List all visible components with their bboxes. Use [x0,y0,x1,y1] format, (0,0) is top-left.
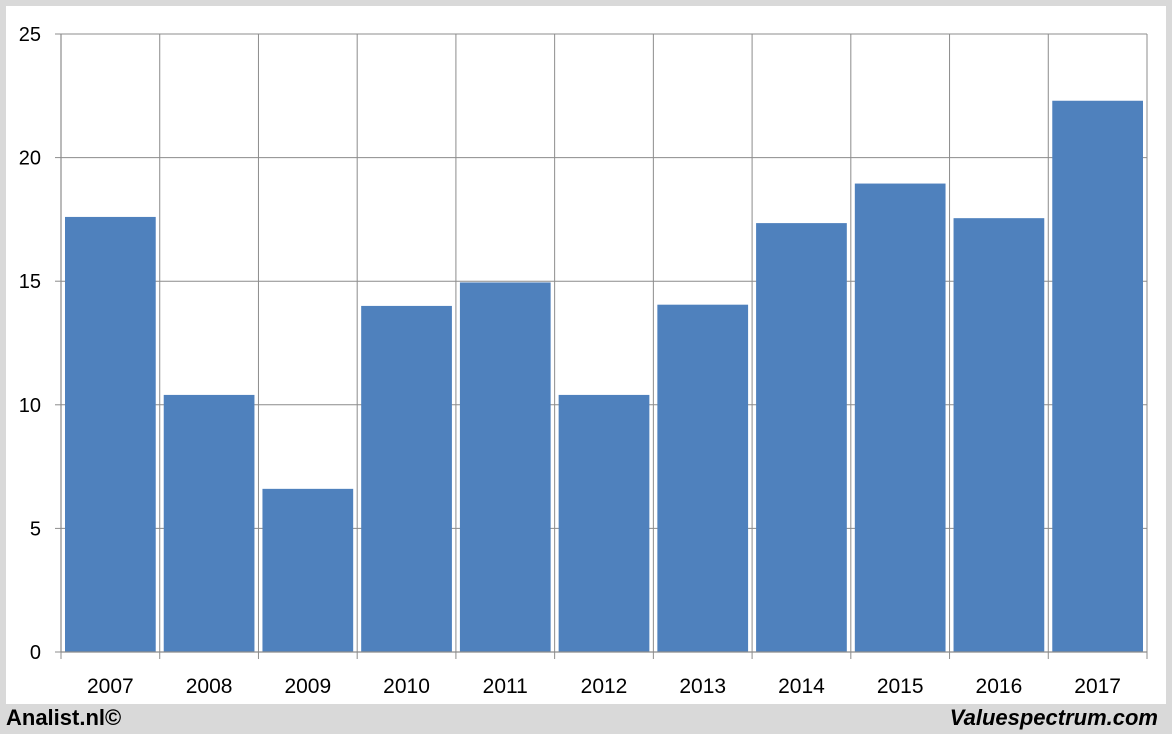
y-tick-label: 0 [30,642,41,664]
bar-2010 [361,305,452,652]
bar-2016 [953,218,1045,652]
y-tick-label: 5 [30,518,41,540]
bar-2014 [756,223,847,652]
x-tick-label: 2014 [778,675,825,698]
bar-2013 [657,304,749,652]
x-tick-label: 2016 [976,675,1023,698]
bar-2017 [1052,100,1143,652]
y-tick-label: 25 [19,24,41,46]
x-tick-label: 2017 [1074,675,1121,698]
bar-2007 [65,216,156,653]
bar-2009 [262,488,354,652]
bar-2012 [558,394,650,652]
bar-2008 [163,394,255,652]
source-label-analist: Analist.nl© [6,705,122,730]
x-tick-label: 2007 [87,675,134,698]
x-tick-label: 2013 [679,675,726,698]
source-label-valuespectrum: Valuespectrum.com [949,705,1158,730]
x-tick-label: 2015 [877,675,924,698]
y-tick-label: 20 [19,148,41,170]
x-tick-label: 2012 [581,675,628,698]
y-tick-label: 10 [19,395,41,417]
bar-2011 [459,282,551,652]
x-tick-label: 2011 [483,675,528,698]
bar-2015 [854,183,946,652]
x-tick-label: 2008 [186,675,233,698]
y-tick-label: 15 [19,271,41,293]
x-tick-label: 2009 [284,675,331,698]
x-tick-label: 2010 [383,675,430,698]
